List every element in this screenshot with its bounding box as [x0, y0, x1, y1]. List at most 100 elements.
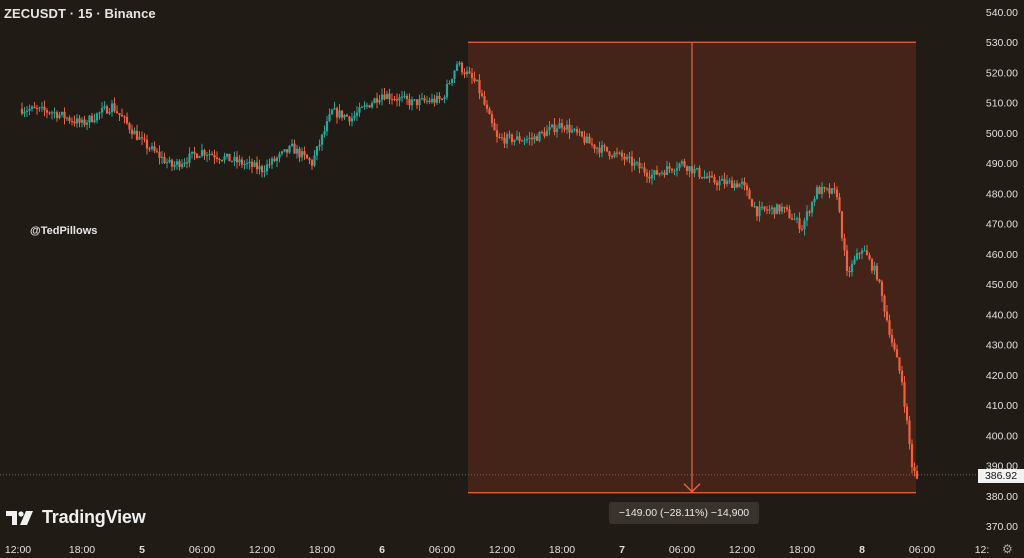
candle-body	[393, 99, 396, 101]
candle	[103, 101, 106, 110]
settings-gear-icon[interactable]: ⚙	[1002, 542, 1013, 556]
candle	[848, 266, 851, 278]
price-axis-label: 380.00	[986, 491, 1018, 503]
candle-body	[268, 164, 271, 166]
candle	[880, 279, 884, 303]
candle	[163, 152, 166, 164]
candle	[460, 61, 464, 76]
candle-body	[558, 123, 561, 129]
candle-body	[243, 163, 246, 165]
candle-body	[785, 207, 789, 210]
candle	[390, 93, 394, 105]
time-axis[interactable]: 12:00 18:00 5 06:00 12:00 18:00 6 06:00 12:00 18:…	[5, 544, 989, 556]
candle	[815, 184, 819, 200]
candle-body	[223, 156, 226, 161]
candle-body	[805, 211, 809, 221]
candle-body	[538, 131, 541, 141]
candle-body	[553, 124, 556, 133]
candle-body	[730, 180, 734, 189]
candle-body	[588, 136, 591, 144]
candle-body	[485, 104, 489, 109]
price-axis[interactable]: 540.00 530.00 520.00 510.00 500.00 490.00 480.…	[986, 7, 1018, 533]
candle	[738, 183, 741, 188]
candle-body	[735, 183, 739, 188]
candle	[270, 156, 274, 170]
candle-body	[343, 114, 346, 118]
measure-lines	[468, 41, 916, 494]
candle-body	[653, 170, 656, 175]
candle	[710, 171, 714, 179]
candle	[90, 112, 94, 123]
candle-body	[423, 98, 426, 101]
candle	[868, 252, 871, 261]
candle	[370, 100, 374, 109]
candle	[188, 147, 191, 168]
candle-body	[905, 406, 909, 421]
candle-body	[363, 105, 366, 107]
candle	[265, 159, 269, 175]
candle-body	[753, 206, 756, 208]
candle	[838, 192, 841, 214]
candle-body	[478, 79, 481, 94]
candle	[785, 204, 789, 212]
candle-body	[293, 143, 296, 154]
candle-body	[83, 119, 86, 125]
candle-body	[443, 97, 446, 99]
candle-body	[385, 93, 389, 100]
candle-body	[520, 140, 524, 142]
candle-body	[470, 73, 474, 79]
candle	[835, 186, 839, 201]
candle-body	[283, 149, 286, 152]
candle-body	[623, 156, 626, 160]
candle-body	[600, 145, 604, 153]
candle	[810, 201, 814, 217]
candle-body	[428, 100, 431, 103]
candle	[410, 96, 414, 111]
candle-body	[783, 206, 786, 208]
candle-body	[25, 110, 29, 112]
candle-body	[140, 137, 144, 139]
candle-body	[375, 98, 379, 103]
candle-body	[788, 209, 791, 219]
candle-body	[238, 159, 241, 163]
candle	[208, 149, 211, 161]
candle	[350, 112, 354, 127]
candle	[125, 112, 129, 126]
candle	[200, 143, 204, 158]
candle-body	[590, 143, 594, 145]
candle	[170, 158, 174, 172]
candle-body	[550, 124, 554, 128]
candle-body	[445, 83, 449, 98]
candle-body	[490, 114, 494, 124]
candle	[765, 205, 769, 215]
candle-body	[715, 182, 719, 186]
candle-body	[748, 190, 751, 200]
measure-label: −149.00 (−28.11%) −14,900	[609, 502, 759, 524]
price-axis-label: 430.00	[986, 340, 1018, 352]
candle-body	[75, 118, 79, 124]
candle-body	[165, 162, 169, 164]
candle-body	[60, 111, 64, 115]
candle-body	[880, 281, 884, 296]
candle	[133, 127, 136, 135]
candle	[255, 156, 259, 174]
candle	[893, 338, 896, 352]
candle	[565, 120, 569, 134]
candle	[178, 159, 181, 171]
candle	[855, 248, 859, 261]
candle-body	[908, 420, 911, 445]
candle	[435, 92, 439, 105]
candle	[548, 120, 551, 136]
candle	[533, 133, 536, 144]
candle-body	[803, 220, 806, 230]
candle-body	[333, 108, 336, 110]
candle-body	[848, 271, 851, 273]
candle-body	[560, 123, 564, 128]
candle-body	[678, 163, 681, 169]
price-axis-label: 400.00	[986, 430, 1018, 442]
candle	[470, 68, 474, 85]
symbol-title[interactable]: ZECUSDT · 15 · Binance	[4, 6, 156, 21]
candle-body	[318, 144, 321, 147]
candle	[500, 133, 504, 141]
